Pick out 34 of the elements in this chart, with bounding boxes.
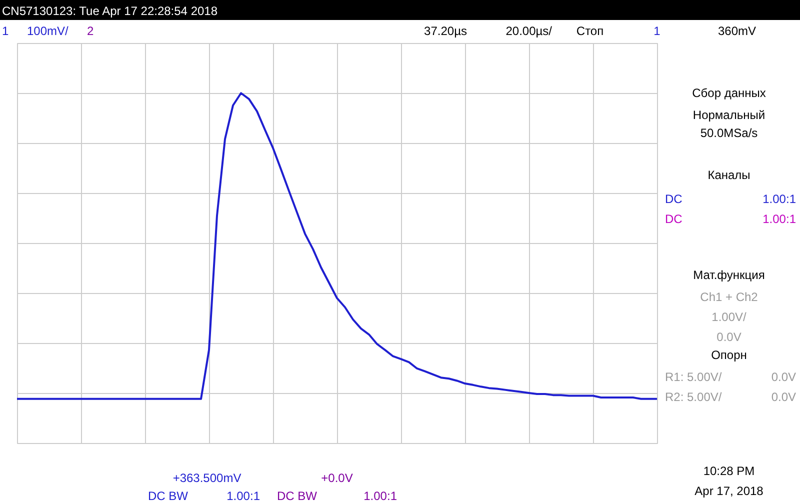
text: Нормальный [692,108,766,122]
text: Ch1 + Ch2 [700,290,758,304]
text: CN57130123: Tue Apr 17 22:28:54 2018 [2,4,218,18]
text: 1.00V/ [712,310,748,324]
text: 0.0V [771,370,796,384]
text: DC [665,212,683,226]
text: 1 [2,24,9,38]
text: +363.500mV [172,471,242,485]
text: 1.00:1 [762,192,796,206]
text: 360mV [718,24,756,38]
text: Опорн [711,348,747,362]
text: Apr 17, 2018 [694,484,764,498]
text: 1.00:1 [364,489,398,503]
text: DC BW [277,489,318,503]
text: 100mV/ [27,24,70,38]
text: DC BW [148,489,189,503]
text: Сбор данных [692,86,766,100]
text: Мат.функция [693,268,765,282]
text: Каналы [708,168,750,182]
text: Стоп [576,24,604,38]
text: 10:28 PM [703,464,755,478]
text: 50.0MSa/s [700,126,758,140]
text: R2: 5.00V/ [665,390,722,404]
text: 20.00µs/ [506,24,553,38]
text: +0.0V [321,471,353,485]
text: R1: 5.00V/ [665,370,722,384]
text: 1.00:1 [226,489,260,503]
text: 0.0V [716,330,742,344]
text: 0.0V [771,390,796,404]
text: 2 [87,24,94,38]
text: 37.20µs [424,24,467,38]
text: 1 [654,24,661,38]
text: DC [665,192,683,206]
text: 1.00:1 [762,212,796,226]
